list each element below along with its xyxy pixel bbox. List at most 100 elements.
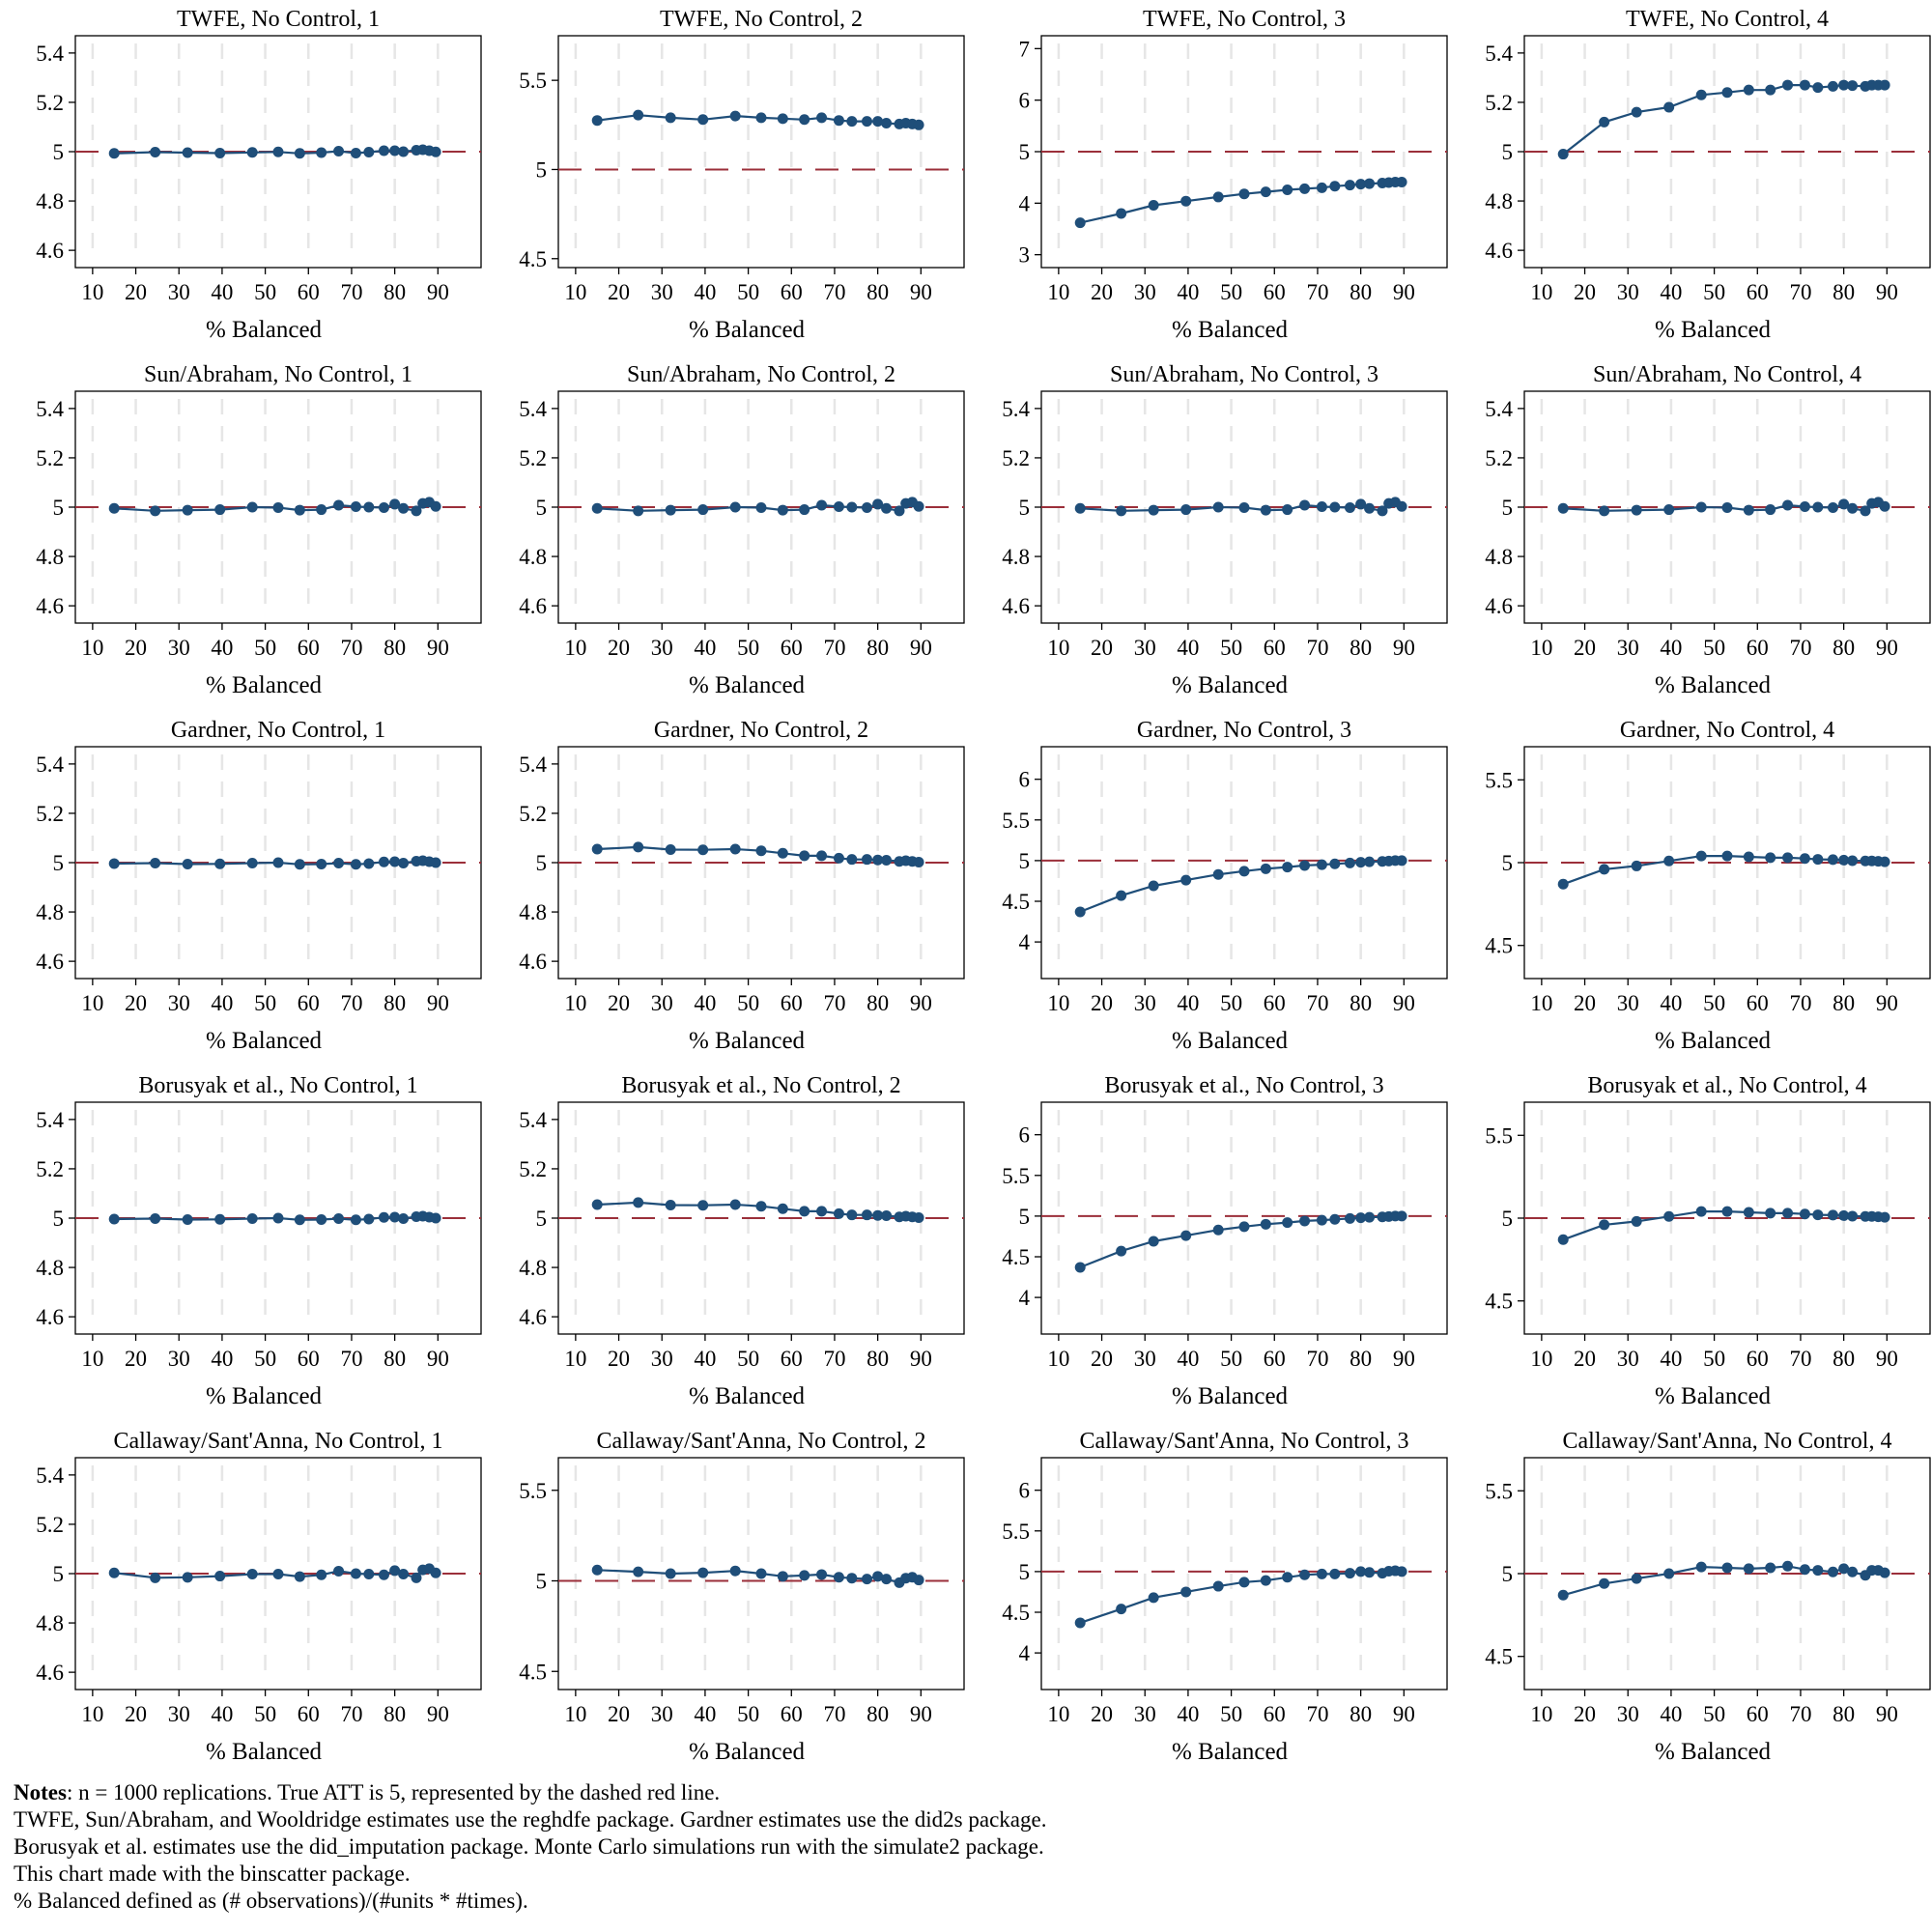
data-point [799, 114, 810, 126]
data-point [1364, 856, 1376, 867]
x-tick-label: 20 [1091, 1702, 1113, 1726]
y-tick-label: 4.6 [36, 1661, 64, 1685]
data-point [378, 502, 389, 514]
data-point [1765, 1208, 1776, 1219]
y-tick-label: 5.2 [519, 1157, 547, 1181]
data-point [881, 502, 893, 514]
x-tick-label: 60 [1747, 636, 1769, 660]
x-axis-label: % Balanced [206, 672, 323, 698]
data-point [1631, 1215, 1642, 1227]
x-tick-label: 40 [1660, 636, 1682, 660]
plot-frame [1040, 746, 1448, 980]
x-tick-label: 80 [867, 280, 889, 304]
panel-17: Callaway/Sant'Anna, No Control, 1 4.6 4.8 5… [36, 1429, 482, 1765]
data-point [1847, 502, 1859, 514]
data-point [1782, 1560, 1794, 1572]
data-point [697, 504, 709, 516]
data-point [1116, 505, 1127, 517]
x-tick-label: 90 [1876, 991, 1898, 1015]
x-tick-label: 60 [1264, 1702, 1286, 1726]
x-tick-label: 50 [1220, 1702, 1242, 1726]
data-point [799, 1206, 810, 1217]
data-point [182, 147, 193, 158]
data-point [1879, 1567, 1890, 1578]
y-tick-label: 4.6 [519, 594, 547, 618]
y-tick-label: 5 [1019, 1560, 1031, 1584]
x-tick-label: 30 [1617, 991, 1639, 1015]
data-point [1396, 1566, 1407, 1577]
plot-frame [1040, 1457, 1448, 1690]
x-tick-label: 90 [1393, 991, 1415, 1015]
data-point [665, 843, 676, 855]
data-point [398, 1213, 410, 1225]
y-tick-label: 6 [1019, 768, 1031, 792]
data-point [1663, 855, 1675, 867]
x-tick-label: 30 [168, 1702, 190, 1726]
data-point [398, 1569, 410, 1580]
x-tick-label: 90 [427, 280, 449, 304]
data-point [1721, 502, 1733, 514]
data-point [881, 1574, 893, 1585]
x-tick-label: 50 [737, 991, 759, 1015]
x-tick-label: 70 [823, 1702, 845, 1726]
data-point [816, 499, 828, 511]
x-tick-label: 70 [1789, 991, 1811, 1015]
data-point [1743, 851, 1754, 863]
x-tick-label: 90 [427, 636, 449, 660]
data-point [1765, 504, 1776, 516]
data-point [430, 146, 441, 157]
y-tick-label: 5 [1502, 1562, 1514, 1586]
data-point [316, 147, 327, 158]
x-tick-label: 70 [340, 1347, 362, 1371]
y-tick-label: 4.8 [1002, 545, 1030, 569]
y-tick-label: 5.2 [1485, 91, 1513, 115]
data-point [1329, 1213, 1341, 1225]
panel-4: TWFE, No Control, 4 4.6 4.8 5 5.2 5.4 10 20 30 40… [1485, 7, 1931, 343]
data-point [214, 858, 226, 869]
x-tick-label: 30 [651, 991, 673, 1015]
x-tick-label: 60 [298, 991, 320, 1015]
data-point [1116, 1604, 1127, 1615]
data-point [1355, 498, 1367, 510]
data-point [1282, 1572, 1293, 1583]
x-tick-label: 10 [81, 1702, 103, 1726]
y-tick-label: 4.8 [36, 1256, 64, 1280]
data-point [1812, 1209, 1824, 1221]
data-point [1663, 1210, 1675, 1222]
x-tick-label: 10 [1530, 1347, 1552, 1371]
x-tick-label: 30 [1134, 280, 1156, 304]
x-tick-label: 90 [910, 1347, 932, 1371]
chart-grid: TWFE, No Control, 1 4.6 4.8 5 5.2 5.4 10 20 30 40… [36, 7, 1931, 1765]
x-tick-label: 10 [1047, 991, 1069, 1015]
data-point [1316, 1214, 1327, 1226]
data-point [1631, 504, 1642, 516]
data-point [389, 1565, 401, 1577]
y-tick-label: 5.2 [36, 1513, 64, 1537]
data-point [755, 502, 767, 514]
x-tick-label: 30 [1134, 1347, 1156, 1371]
y-tick-label: 5.4 [1485, 397, 1513, 421]
x-tick-label: 50 [737, 1702, 759, 1726]
y-tick-label: 5.5 [519, 1479, 547, 1503]
data-point [272, 1212, 284, 1224]
data-point [1599, 505, 1610, 517]
x-tick-label: 30 [1134, 991, 1156, 1015]
notes-line-4: This chart made with the binscatter pack… [14, 1861, 411, 1886]
x-tick-label: 50 [1703, 1347, 1725, 1371]
notes-line-2: TWFE, Sun/Abraham, and Wooldridge estima… [14, 1807, 1047, 1832]
panel-13: Borusyak et al., No Control, 1 4.6 4.8 5 5.2… [36, 1073, 482, 1409]
x-tick-label: 50 [1220, 280, 1242, 304]
x-axis-label: % Balanced [206, 1383, 323, 1409]
data-point [1116, 890, 1127, 901]
y-tick-label: 5.5 [1002, 809, 1030, 833]
x-tick-label: 80 [1833, 636, 1855, 660]
data-point [333, 1565, 345, 1577]
y-tick-label: 4.5 [1002, 890, 1030, 914]
x-tick-label: 20 [1091, 636, 1113, 660]
y-tick-label: 4.5 [519, 1660, 547, 1684]
data-point [150, 147, 161, 158]
y-tick-label: 5 [53, 851, 65, 875]
data-point [591, 1564, 603, 1576]
data-point [1148, 199, 1159, 211]
data-point [1148, 504, 1159, 516]
